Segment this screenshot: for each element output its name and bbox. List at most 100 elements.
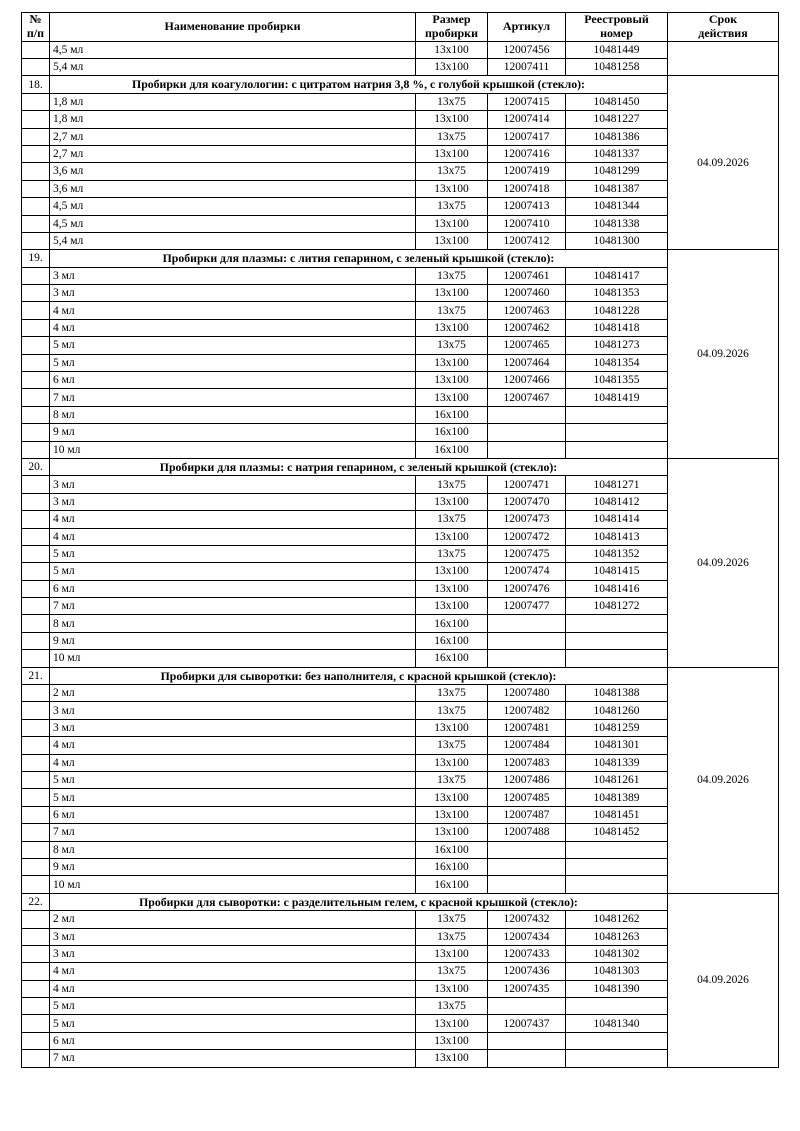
cell-registry-number: 10481417 — [565, 266, 668, 286]
cell-section-number — [21, 527, 50, 546]
cell-tube-size: 16х100 — [415, 875, 488, 894]
table-row: 3 мл 13х100 12007470 10481412 — [21, 492, 779, 512]
table-row: 9 мл 16х100 — [21, 423, 779, 442]
cell-article: 12007462 — [487, 318, 566, 338]
section-header-row: 21. Пробирки для сыворотки: без наполните… — [21, 666, 779, 894]
cell-section-number — [21, 144, 50, 164]
cell-registry-number: 10481302 — [565, 944, 668, 964]
table-row: 3 мл 13х100 12007433 10481302 — [21, 944, 779, 964]
cell-tube-size: 16х100 — [415, 840, 488, 859]
table-row: 5 мл 13х100 12007485 10481389 — [21, 788, 779, 807]
cell-article: 12007416 — [487, 144, 566, 164]
cell-registry-number — [565, 875, 668, 894]
cell-tube-size: 13х100 — [415, 144, 488, 164]
cell-section-number — [21, 753, 50, 773]
cell-tube-name: 3,6 мл — [49, 179, 416, 199]
cell-section-number — [21, 562, 50, 581]
table-row: 2 мл 13х75 12007480 10481388 — [21, 684, 779, 703]
cell-tube-size: 16х100 — [415, 857, 488, 877]
cell-section-number — [21, 805, 50, 825]
cell-tube-size: 13х100 — [415, 579, 488, 599]
section-header-row: 18. Пробирки для коагулологии: с цитратом… — [21, 75, 779, 251]
cell-tube-size: 13х100 — [415, 179, 488, 199]
cell-registry-number: 10481388 — [565, 684, 668, 703]
cell-tube-name: 3 мл — [49, 701, 416, 720]
cell-section-number: 19. — [21, 249, 50, 268]
cell-tube-size: 13х100 — [415, 979, 488, 999]
table-row: 7 мл 13х100 — [21, 1049, 779, 1068]
cell-tube-size: 16х100 — [415, 423, 488, 442]
cell-term-of-validity: 04.09.2026 — [667, 75, 779, 251]
section-header-row: 22. Пробирки для сыворотки: с разделитель… — [21, 892, 779, 1068]
table-row: 2,7 мл 13х75 12007417 10481386 — [21, 127, 779, 146]
cell-section-number — [21, 684, 50, 703]
cell-tube-size: 13х75 — [415, 770, 488, 790]
cell-tube-name: 7 мл — [49, 597, 416, 616]
cell-registry-number: 10481452 — [565, 823, 668, 842]
table-row: 9 мл 16х100 — [21, 857, 779, 877]
column-header-number: № п/п — [21, 12, 50, 42]
cell-tube-size: 13х100 — [415, 318, 488, 338]
table-row: 3,6 мл 13х75 12007419 10481299 — [21, 162, 779, 181]
cell-section-number — [21, 492, 50, 512]
table-header: № п/п Наименование пробирки Размер проби… — [21, 12, 779, 42]
table-row: 8 мл 16х100 — [21, 614, 779, 633]
cell-tube-name: 8 мл — [49, 840, 416, 859]
table-row: 8 мл 16х100 — [21, 405, 779, 425]
table-row: 3,6 мл 13х100 12007418 10481387 — [21, 179, 779, 199]
cell-article — [487, 1049, 566, 1068]
cell-tube-name: 4 мл — [49, 736, 416, 755]
table-row: 5 мл 13х100 12007437 10481340 — [21, 1014, 779, 1033]
cell-article: 12007463 — [487, 301, 566, 320]
cell-registry-number: 10481352 — [565, 544, 668, 564]
cell-tube-name: 3 мл — [49, 718, 416, 738]
table-row: 1,8 мл 13х75 12007415 10481450 — [21, 92, 779, 112]
cell-tube-size: 13х75 — [415, 92, 488, 112]
cell-tube-name: 3 мл — [49, 944, 416, 964]
table-row: 4 мл 13х100 12007435 10481390 — [21, 979, 779, 999]
cell-tube-size: 13х75 — [415, 544, 488, 564]
cell-section-number — [21, 284, 50, 303]
cell-tube-size: 16х100 — [415, 631, 488, 651]
table-row: 2,7 мл 13х100 12007416 10481337 — [21, 144, 779, 164]
cell-tube-size: 13х100 — [415, 562, 488, 581]
cell-section-number — [21, 857, 50, 877]
cell-article: 12007432 — [487, 910, 566, 929]
cell-registry-number: 10481271 — [565, 475, 668, 494]
table-row: 6 мл 13х100 12007487 10481451 — [21, 805, 779, 825]
table-row: 4,5 мл 13х75 12007413 10481344 — [21, 197, 779, 216]
cell-tube-size: 13х100 — [415, 231, 488, 251]
section-header-row: 19. Пробирки для плазмы: с лития гепарино… — [21, 249, 779, 459]
cell-section-number — [21, 875, 50, 894]
cell-article: 12007477 — [487, 597, 566, 616]
cell-registry-number: 10481273 — [565, 336, 668, 355]
cell-article — [487, 649, 566, 668]
cell-article: 12007471 — [487, 475, 566, 494]
cell-registry-number — [565, 840, 668, 859]
table-row: 3 мл 13х75 12007434 10481263 — [21, 927, 779, 946]
cell-tube-name: 5 мл — [49, 353, 416, 373]
cell-tube-size: 16х100 — [415, 614, 488, 633]
cell-registry-number — [565, 649, 668, 668]
table-row: 10 мл 16х100 — [21, 875, 779, 894]
cell-tube-name: 4 мл — [49, 962, 416, 981]
cell-tube-size: 13х100 — [415, 788, 488, 807]
cell-tube-size: 13х75 — [415, 510, 488, 529]
cell-article: 12007419 — [487, 162, 566, 181]
cell-tube-size: 13х100 — [415, 1049, 488, 1068]
table-row: 5 мл 13х75 12007475 10481352 — [21, 544, 779, 564]
cell-registry-number: 10481355 — [565, 371, 668, 390]
cell-tube-name: 3 мл — [49, 492, 416, 512]
cell-registry-number — [565, 423, 668, 442]
cell-tube-size: 13х100 — [415, 110, 488, 129]
column-header-name: Наименование пробирки — [49, 12, 416, 42]
cell-tube-size: 13х100 — [415, 718, 488, 738]
cell-article — [487, 423, 566, 442]
cell-registry-number: 10481419 — [565, 388, 668, 407]
cell-tube-size: 13х75 — [415, 197, 488, 216]
cell-section-number — [21, 579, 50, 599]
cell-section-number — [21, 979, 50, 999]
cell-registry-number: 10481258 — [565, 57, 668, 77]
cell-tube-name: 10 мл — [49, 440, 416, 459]
cell-registry-number: 10481228 — [565, 301, 668, 320]
